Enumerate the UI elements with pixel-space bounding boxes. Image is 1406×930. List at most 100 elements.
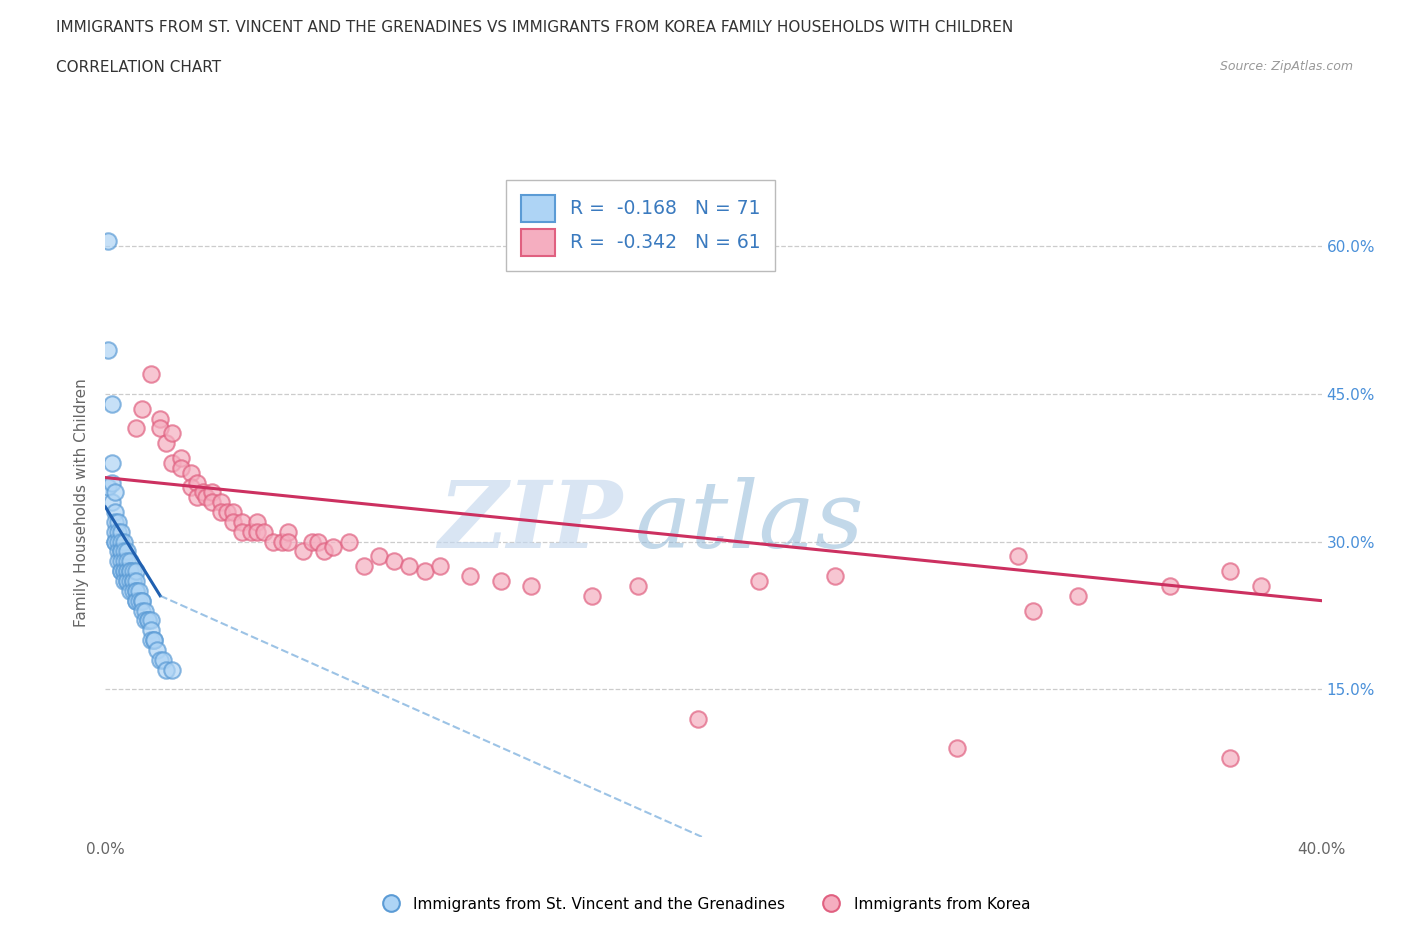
Point (201, 495, 224, 510)
Point (368, 549, 391, 564)
Point (1250, 578, 1272, 593)
Point (162, 426, 184, 441)
Point (824, 568, 846, 583)
Point (121, 564, 143, 578)
Point (118, 554, 141, 569)
Point (240, 525, 263, 539)
Point (626, 578, 648, 593)
Point (152, 652, 174, 667)
Point (107, 554, 129, 569)
Point (134, 603, 156, 618)
Point (110, 525, 132, 539)
Text: atlas: atlas (634, 477, 865, 567)
Point (118, 564, 141, 578)
Point (191, 485, 214, 499)
Point (121, 574, 143, 589)
Point (103, 525, 125, 539)
Point (170, 460, 193, 475)
Point (270, 534, 292, 549)
Point (180, 465, 202, 480)
Point (1159, 578, 1181, 593)
Point (398, 559, 420, 574)
Point (107, 534, 129, 549)
Point (115, 574, 138, 589)
Point (97, 342, 120, 357)
Point (125, 583, 148, 598)
Point (162, 456, 184, 471)
Point (748, 574, 770, 589)
Point (246, 514, 269, 529)
Point (131, 593, 153, 608)
Point (125, 593, 148, 608)
Point (186, 475, 208, 490)
Point (149, 421, 172, 436)
Point (222, 514, 245, 529)
Point (489, 574, 512, 589)
Point (945, 741, 967, 756)
Point (194, 490, 217, 505)
Point (413, 564, 436, 578)
Point (180, 480, 202, 495)
Legend: R =  -0.168   N = 71, R =  -0.342   N = 61: R = -0.168 N = 71, R = -0.342 N = 61 (506, 180, 775, 271)
Point (277, 525, 299, 539)
Point (103, 505, 125, 520)
Point (231, 525, 253, 539)
Point (115, 574, 138, 589)
Point (222, 505, 245, 520)
Point (112, 564, 135, 578)
Point (155, 435, 177, 450)
Point (209, 495, 232, 510)
Point (110, 554, 132, 569)
Point (128, 593, 150, 608)
Point (110, 534, 132, 549)
Point (252, 525, 274, 539)
Point (100, 396, 122, 411)
Point (125, 564, 148, 578)
Point (131, 593, 153, 608)
Point (103, 534, 125, 549)
Point (115, 564, 138, 578)
Point (277, 534, 299, 549)
Point (110, 564, 132, 578)
Point (143, 632, 166, 647)
Point (155, 662, 177, 677)
Point (107, 544, 129, 559)
Point (139, 366, 162, 381)
Point (125, 583, 148, 598)
Point (118, 583, 141, 598)
Point (125, 421, 148, 436)
Point (1219, 751, 1241, 765)
Point (115, 564, 138, 578)
Point (107, 514, 129, 529)
Point (97, 480, 120, 495)
Point (118, 574, 141, 589)
Point (353, 559, 375, 574)
Point (110, 544, 132, 559)
Point (125, 593, 148, 608)
Point (115, 544, 138, 559)
Point (100, 495, 122, 510)
Point (382, 554, 405, 569)
Point (337, 534, 360, 549)
Point (112, 544, 135, 559)
Point (112, 534, 135, 549)
Y-axis label: Family Households with Children: Family Households with Children (75, 378, 90, 627)
Point (581, 589, 603, 604)
Point (143, 632, 166, 647)
Point (231, 514, 253, 529)
Point (103, 534, 125, 549)
Point (125, 574, 148, 589)
Point (134, 613, 156, 628)
Point (131, 401, 153, 416)
Point (112, 564, 135, 578)
Point (115, 554, 138, 569)
Point (118, 564, 141, 578)
Text: ZIP: ZIP (439, 477, 623, 567)
Point (429, 559, 451, 574)
Point (292, 544, 315, 559)
Point (301, 534, 323, 549)
Point (688, 711, 710, 726)
Point (186, 490, 208, 505)
Point (136, 613, 159, 628)
Point (322, 539, 344, 554)
